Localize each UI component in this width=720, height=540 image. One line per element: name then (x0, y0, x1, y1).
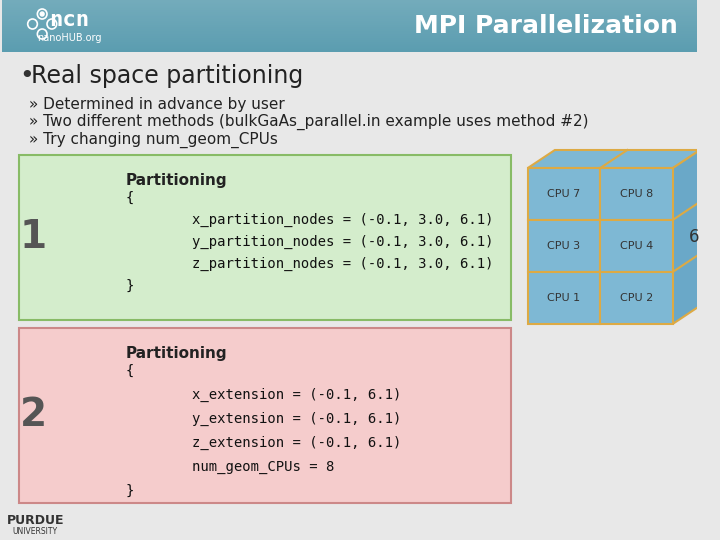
Text: {: { (125, 191, 134, 205)
Bar (1, 11, 697, 12)
Bar (1, 14, 697, 15)
Text: MPI Parallelization: MPI Parallelization (413, 14, 678, 38)
Text: CPU 8: CPU 8 (620, 189, 653, 199)
Bar (1, 25, 697, 26)
Bar (1, 15, 697, 16)
Text: Partitioning: Partitioning (125, 173, 227, 188)
Bar (1, 40, 697, 41)
Bar (1, 16, 697, 17)
Bar (1, 36, 697, 37)
Bar (1, 0, 697, 1)
Bar (1, 33, 697, 34)
Text: CPU 2: CPU 2 (620, 293, 653, 303)
Bar (1, 3, 697, 4)
Text: ncn: ncn (49, 10, 89, 30)
Bar (1, 9, 697, 10)
Text: x_extension = (-0.1, 6.1): x_extension = (-0.1, 6.1) (125, 388, 402, 402)
Bar (1, 41, 697, 42)
Text: 6: 6 (688, 228, 699, 246)
Bar (1, 12, 697, 13)
Bar (1, 47, 697, 48)
Bar (1, 27, 697, 28)
Text: Real space partitioning: Real space partitioning (30, 64, 303, 88)
Bar (528, 220, 600, 272)
Bar (1, 49, 697, 50)
Bar (1, 43, 697, 44)
Text: » Determined in advance by user: » Determined in advance by user (29, 97, 284, 111)
Text: Partitioning: Partitioning (125, 346, 227, 361)
Polygon shape (672, 150, 700, 324)
Bar (1, 32, 697, 33)
FancyBboxPatch shape (19, 328, 511, 503)
Text: » Try changing num_geom_CPUs: » Try changing num_geom_CPUs (29, 132, 277, 148)
Bar (1, 35, 697, 36)
Bar (600, 272, 672, 324)
Text: }: } (125, 484, 134, 498)
Text: 2: 2 (20, 396, 47, 435)
Bar (1, 18, 697, 19)
Bar (1, 44, 697, 45)
Text: » Two different methods (bulkGaAs_parallel.in example uses method #2): » Two different methods (bulkGaAs_parall… (29, 114, 588, 130)
Bar (1, 20, 697, 21)
Bar (1, 7, 697, 8)
Bar (528, 272, 600, 324)
Bar (528, 168, 600, 220)
Bar (1, 23, 697, 24)
Bar (1, 42, 697, 43)
Text: 1: 1 (20, 219, 47, 256)
Bar (1, 34, 697, 35)
Bar (1, 22, 697, 23)
FancyBboxPatch shape (19, 155, 511, 320)
Bar (600, 220, 672, 272)
Bar (1, 26, 697, 27)
Text: CPU 7: CPU 7 (547, 189, 580, 199)
Polygon shape (528, 150, 700, 168)
Text: CPU 3: CPU 3 (547, 241, 580, 251)
Bar (1, 8, 697, 9)
Text: •: • (19, 64, 34, 88)
Text: y_extension = (-0.1, 6.1): y_extension = (-0.1, 6.1) (125, 412, 402, 426)
Bar (1, 37, 697, 38)
Text: PURDUE: PURDUE (6, 514, 64, 526)
Bar (1, 10, 697, 11)
Text: CPU 1: CPU 1 (547, 293, 580, 303)
Bar (600, 168, 672, 220)
Bar (1, 21, 697, 22)
Bar (1, 24, 697, 25)
Bar (1, 4, 697, 5)
FancyBboxPatch shape (1, 0, 697, 52)
Text: num_geom_CPUs = 8: num_geom_CPUs = 8 (125, 460, 335, 474)
Bar (1, 13, 697, 14)
Bar (1, 1, 697, 2)
Bar (1, 39, 697, 40)
Text: z_extension = (-0.1, 6.1): z_extension = (-0.1, 6.1) (125, 436, 402, 450)
Bar (1, 29, 697, 30)
Text: y_partition_nodes = (-0.1, 3.0, 6.1): y_partition_nodes = (-0.1, 3.0, 6.1) (125, 235, 494, 249)
Bar (1, 50, 697, 51)
Circle shape (40, 12, 44, 16)
Bar (1, 30, 697, 31)
Bar (1, 2, 697, 3)
Bar (1, 51, 697, 52)
Text: }: } (125, 279, 134, 293)
Bar (1, 31, 697, 32)
Bar (1, 45, 697, 46)
Bar (1, 38, 697, 39)
Text: UNIVERSITY: UNIVERSITY (13, 526, 58, 536)
Text: CPU 4: CPU 4 (620, 241, 653, 251)
Bar (1, 19, 697, 20)
Bar (1, 28, 697, 29)
Text: x_partition_nodes = (-0.1, 3.0, 6.1): x_partition_nodes = (-0.1, 3.0, 6.1) (125, 213, 494, 227)
Text: nanoHUB.org: nanoHUB.org (37, 33, 102, 43)
Bar (1, 46, 697, 47)
Text: {: { (125, 364, 134, 378)
Bar (1, 17, 697, 18)
Bar (1, 48, 697, 49)
Bar (1, 6, 697, 7)
Text: z_partition_nodes = (-0.1, 3.0, 6.1): z_partition_nodes = (-0.1, 3.0, 6.1) (125, 257, 494, 271)
Bar (1, 5, 697, 6)
